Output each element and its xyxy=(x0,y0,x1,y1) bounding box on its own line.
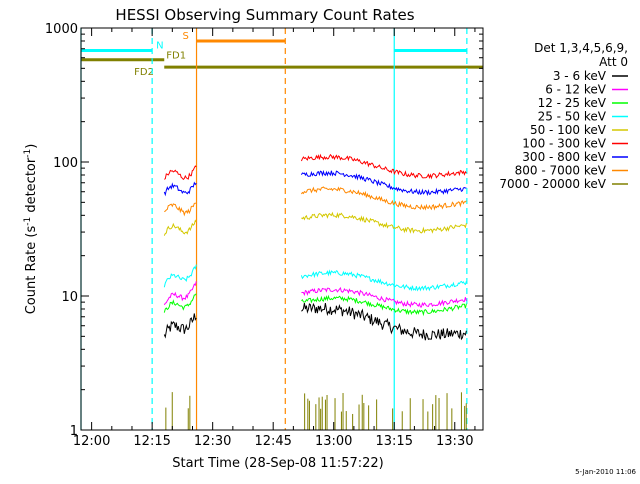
x-tick-label: 12:15 xyxy=(133,434,170,449)
y-axis-label-sup2: -1 xyxy=(23,149,33,158)
y-tick-label: 10 xyxy=(61,290,78,305)
x-tick-label: 13:30 xyxy=(436,434,473,449)
legend-label: 100 - 300 keV xyxy=(522,137,606,151)
series-line xyxy=(164,202,197,217)
footer-date: 5-Jan-2010 11:06 xyxy=(575,468,636,476)
flag-label-s: S xyxy=(183,31,189,42)
series-line xyxy=(301,211,467,234)
series-line xyxy=(300,169,467,197)
y-axis: 1 10 100 1000 xyxy=(45,22,483,439)
y-axis-label-mid: detector xyxy=(24,157,39,217)
legend-label: 300 - 800 keV xyxy=(522,150,606,164)
x-tick-label: 12:45 xyxy=(254,434,291,449)
legend-header-detectors: Det 1,3,4,5,6,9, xyxy=(534,41,628,55)
y-axis-label-sup1: -1 xyxy=(23,217,33,226)
series-line xyxy=(164,165,197,181)
legend-label: 50 - 100 keV xyxy=(530,123,607,137)
legend-header-attenuator: Att 0 xyxy=(599,55,628,69)
series-line xyxy=(300,269,467,292)
series-line xyxy=(163,313,197,339)
series-line xyxy=(163,181,197,197)
series-line xyxy=(301,294,467,317)
x-tick-label: 13:00 xyxy=(315,434,352,449)
legend-label: 3 - 6 keV xyxy=(553,69,607,83)
series-line xyxy=(163,264,197,288)
series-line xyxy=(301,302,467,341)
series-line xyxy=(300,153,467,180)
series-line xyxy=(163,281,197,306)
legend-label: 12 - 25 keV xyxy=(538,96,607,110)
y-tick-label: 1000 xyxy=(45,22,78,37)
series-line xyxy=(163,219,197,236)
flag-label-fd1: FD1 xyxy=(166,51,186,62)
flag-label-n: N xyxy=(156,40,163,51)
legend-label: 7000 - 20000 keV xyxy=(499,177,606,191)
x-axis: 12:00 12:15 12:30 12:45 13:00 13:15 13:30 xyxy=(73,28,476,449)
series-line xyxy=(300,186,467,211)
y-axis-label: Count Rate (s-1 detector-1) xyxy=(23,144,39,315)
series-line xyxy=(163,293,197,313)
plot-frame xyxy=(80,27,484,431)
series-lines xyxy=(163,153,467,430)
legend-label: 6 - 12 keV xyxy=(545,83,607,97)
x-tick-label: 12:00 xyxy=(73,434,110,449)
x-axis-label: Start Time (28-Sep-08 11:57:22) xyxy=(172,456,383,471)
chart-title: HESSI Observing Summary Count Rates xyxy=(115,6,414,24)
y-axis-label-end: ) xyxy=(24,144,39,149)
y-axis-label-main: Count Rate (s xyxy=(24,226,39,315)
flag-label-fd2: FD2 xyxy=(134,67,154,78)
x-tick-label: 13:15 xyxy=(376,434,413,449)
y-tick-label: 100 xyxy=(53,156,78,171)
series-line xyxy=(301,286,467,308)
legend-label: 800 - 7000 keV xyxy=(515,164,607,178)
legend-label: 25 - 50 keV xyxy=(538,110,607,124)
x-tick-label: 12:30 xyxy=(194,434,231,449)
y-tick-label: 1 xyxy=(70,424,78,439)
